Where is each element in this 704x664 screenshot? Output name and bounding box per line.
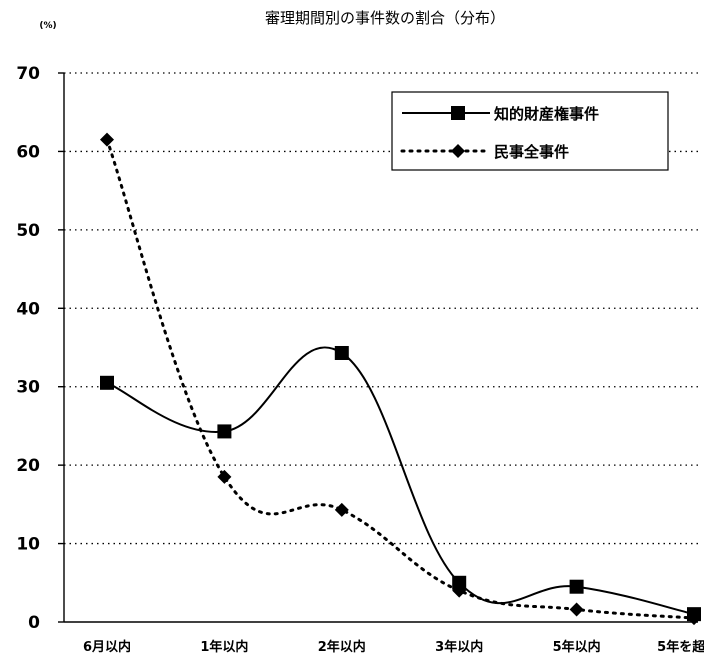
x-tick-label: 1年以内 xyxy=(200,639,248,655)
chart-title: 審理期間別の事件数の割合（分布） xyxy=(265,9,505,27)
legend-label: 民事全事件 xyxy=(494,143,569,161)
series-line xyxy=(107,140,694,618)
x-tick-labels: 6月以内 1年以内 2年以内 3年以内 5年以内 5年を超える xyxy=(83,639,704,655)
y-tick-label: 30 xyxy=(16,378,40,398)
legend-marker xyxy=(451,106,465,120)
x-tick-label: 3年以内 xyxy=(435,639,483,655)
x-tick-label: 2年以内 xyxy=(318,639,366,655)
x-tick-label: 6月以内 xyxy=(83,639,131,655)
y-tick-label: 10 xyxy=(16,535,40,555)
y-tick-label: 70 xyxy=(16,64,40,84)
data-point xyxy=(687,607,701,621)
series-layer xyxy=(100,133,701,625)
data-point xyxy=(100,376,114,390)
data-point xyxy=(335,503,349,517)
data-point xyxy=(335,346,349,360)
data-point xyxy=(217,470,231,484)
y-tick-label: 0 xyxy=(28,613,40,633)
data-point xyxy=(217,424,231,438)
y-tick-label: 20 xyxy=(16,456,40,476)
y-tick-label: 40 xyxy=(16,299,40,319)
y-tick-labels: 0 10 20 30 40 50 60 70 xyxy=(16,64,40,633)
y-axis-unit: (%) xyxy=(39,21,56,31)
y-tick-label: 50 xyxy=(16,221,40,241)
x-tick-label: 5年を超える xyxy=(657,639,704,655)
series-all-civil-cases xyxy=(100,133,701,625)
y-tick-label: 60 xyxy=(16,142,40,162)
data-point xyxy=(452,576,466,590)
series-line xyxy=(107,347,694,614)
data-point xyxy=(100,133,114,147)
data-point xyxy=(570,580,584,594)
x-tick-label: 5年以内 xyxy=(553,639,601,655)
legend-label: 知的財産権事件 xyxy=(494,105,599,123)
data-point xyxy=(570,602,584,616)
